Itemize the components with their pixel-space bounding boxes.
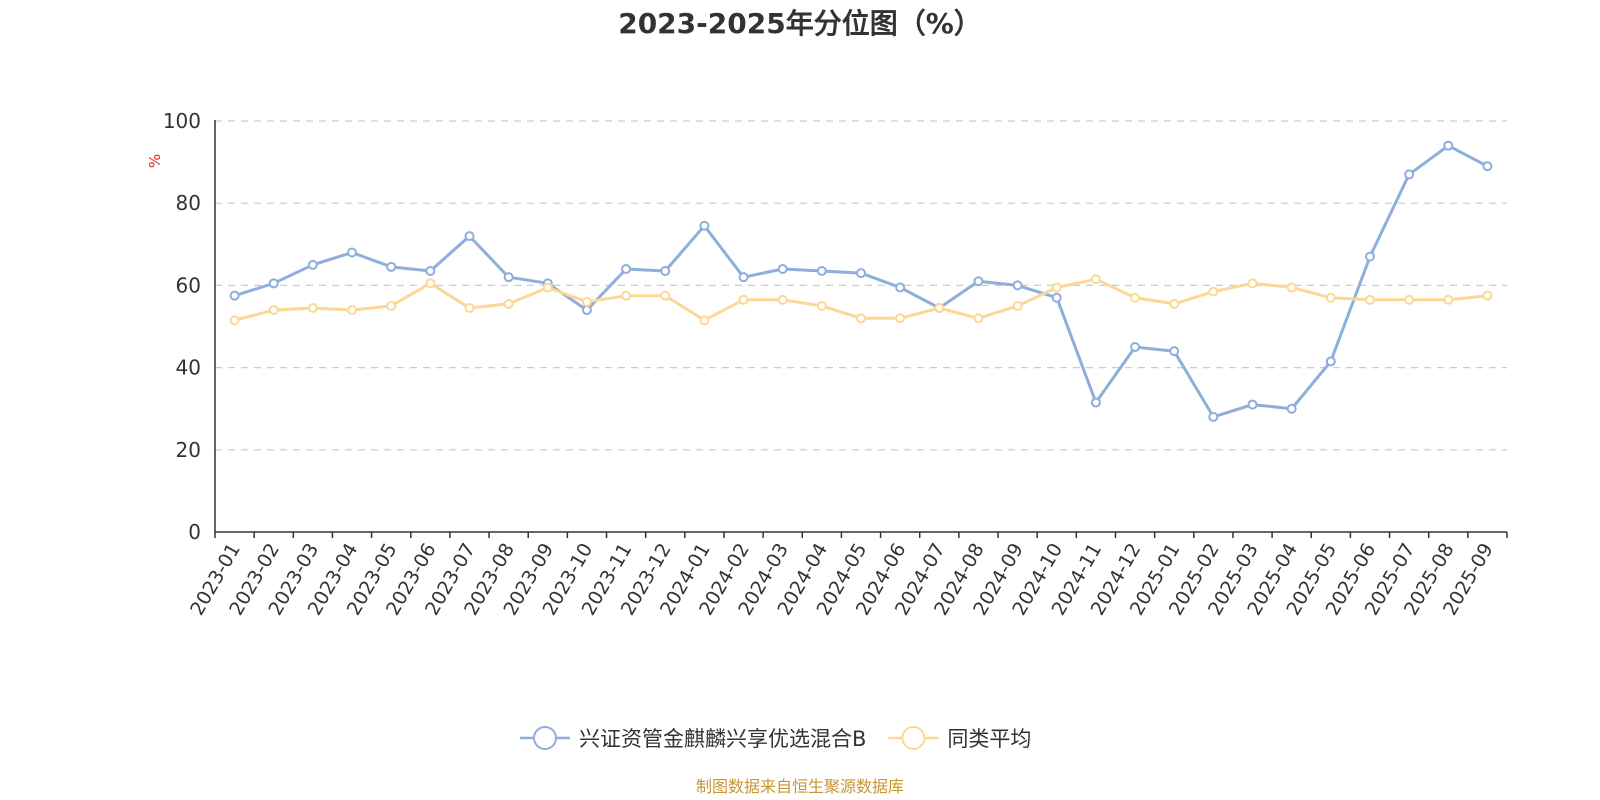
data-point[interactable] (1443, 140, 1454, 151)
series-line (234, 144, 1489, 419)
legend-marker (533, 726, 557, 750)
legend-label: 同类平均 (947, 727, 1031, 751)
data-point[interactable] (386, 261, 397, 272)
series-lines (229, 140, 1493, 422)
legend-item-1[interactable]: 同类平均 (888, 726, 1031, 751)
legend-label: 兴证资管金麒麟兴享优选混合B (579, 727, 866, 751)
data-point[interactable] (895, 282, 906, 293)
y-tick-label: 20 (176, 438, 201, 462)
data-point[interactable] (621, 290, 632, 301)
data-point[interactable] (581, 305, 592, 316)
data-point[interactable] (816, 266, 827, 277)
data-point[interactable] (1012, 280, 1023, 291)
data-point[interactable] (1364, 294, 1375, 305)
y-axis-ticks: 0 20 40 60 80 100 (163, 109, 201, 544)
chart-title: 2023-2025年分位图（%） (618, 7, 982, 40)
y-tick-label: 100 (163, 109, 201, 133)
data-point[interactable] (699, 315, 710, 326)
data-point[interactable] (1247, 399, 1258, 410)
data-point[interactable] (738, 272, 749, 283)
y-tick-label: 80 (176, 191, 201, 215)
data-point[interactable] (816, 300, 827, 311)
data-point[interactable] (1130, 292, 1141, 303)
data-point[interactable] (464, 303, 475, 314)
data-point[interactable] (1482, 290, 1493, 301)
data-point[interactable] (621, 263, 632, 274)
data-point[interactable] (1325, 292, 1336, 303)
data-point[interactable] (973, 313, 984, 324)
data-point[interactable] (1208, 286, 1219, 297)
data-point[interactable] (1208, 411, 1219, 422)
data-point[interactable] (856, 313, 866, 324)
series-0 (229, 140, 1493, 422)
axes (214, 120, 1508, 538)
data-point[interactable] (268, 305, 279, 316)
data-point[interactable] (699, 220, 710, 231)
data-point[interactable] (1325, 356, 1336, 367)
data-point[interactable] (1051, 292, 1062, 303)
data-point[interactable] (347, 305, 358, 316)
x-axis-ticks: 2023-012023-022023-032023-042023-052023-… (186, 539, 1498, 619)
data-point[interactable] (229, 315, 240, 326)
data-point[interactable] (777, 294, 788, 305)
data-point[interactable] (1286, 282, 1297, 293)
data-point[interactable] (307, 303, 318, 314)
data-point[interactable] (268, 278, 279, 289)
data-point[interactable] (738, 294, 749, 305)
data-point[interactable] (660, 290, 671, 301)
data-point[interactable] (895, 313, 906, 324)
data-point[interactable] (660, 266, 671, 277)
data-point[interactable] (1051, 282, 1062, 293)
data-point[interactable] (229, 290, 240, 301)
series-1 (229, 274, 1493, 326)
data-point[interactable] (307, 259, 318, 270)
data-point[interactable] (1247, 278, 1258, 289)
legend-marker (901, 726, 926, 750)
data-point[interactable] (464, 231, 475, 242)
grid-lines (215, 120, 1507, 451)
data-point[interactable] (1482, 161, 1493, 172)
y-tick-label: 0 (188, 520, 201, 544)
legend-item-0[interactable]: 兴证资管金麒麟兴享优选混合B (520, 726, 866, 751)
data-point[interactable] (425, 266, 436, 277)
data-point[interactable] (777, 263, 788, 274)
data-point[interactable] (581, 296, 592, 307)
data-point[interactable] (934, 303, 945, 314)
data-point[interactable] (1364, 251, 1375, 262)
data-point[interactable] (856, 268, 866, 279)
data-point[interactable] (1286, 403, 1297, 414)
data-point[interactable] (973, 276, 984, 287)
data-point[interactable] (386, 300, 397, 311)
data-point[interactable] (1169, 298, 1180, 309)
y-tick-label: 40 (176, 356, 201, 380)
data-point[interactable] (1169, 346, 1180, 357)
data-point[interactable] (1012, 300, 1023, 311)
data-point[interactable] (1443, 294, 1454, 305)
data-point[interactable] (542, 282, 553, 293)
data-point[interactable] (1090, 397, 1101, 408)
data-point[interactable] (503, 272, 514, 283)
y-axis-unit-label: % (146, 154, 164, 168)
data-point[interactable] (425, 278, 436, 289)
data-point[interactable] (1090, 274, 1101, 285)
y-tick-label: 60 (176, 273, 201, 297)
data-point[interactable] (1404, 169, 1415, 180)
legend[interactable]: 兴证资管金麒麟兴享优选混合B 同类平均 (520, 726, 1031, 751)
data-point[interactable] (1130, 342, 1141, 353)
data-source-note: 制图数据来自恒生聚源数据库 (696, 777, 904, 796)
data-point[interactable] (347, 247, 358, 258)
data-point[interactable] (1404, 294, 1415, 305)
data-point[interactable] (503, 298, 514, 309)
